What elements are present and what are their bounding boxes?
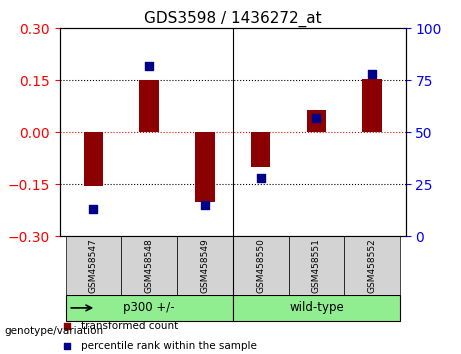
- Bar: [195, 132, 215, 202]
- FancyBboxPatch shape: [177, 236, 233, 295]
- FancyBboxPatch shape: [289, 236, 344, 295]
- Text: percentile rank within the sample: percentile rank within the sample: [81, 341, 257, 350]
- Text: p300 +/-: p300 +/-: [124, 301, 175, 314]
- Bar: [307, 110, 326, 132]
- Text: genotype/variation: genotype/variation: [5, 326, 104, 336]
- FancyBboxPatch shape: [344, 236, 400, 295]
- Text: GSM458552: GSM458552: [368, 238, 377, 293]
- FancyBboxPatch shape: [65, 236, 121, 295]
- FancyBboxPatch shape: [233, 295, 400, 321]
- Text: GSM458547: GSM458547: [89, 238, 98, 293]
- Text: wild-type: wild-type: [289, 301, 344, 314]
- Text: GSM458551: GSM458551: [312, 238, 321, 293]
- FancyBboxPatch shape: [121, 236, 177, 295]
- Text: GSM458550: GSM458550: [256, 238, 265, 293]
- Text: GSM458548: GSM458548: [145, 238, 154, 293]
- Text: GSM458549: GSM458549: [201, 238, 209, 293]
- FancyBboxPatch shape: [233, 236, 289, 295]
- Point: [63, 343, 71, 348]
- Point: [201, 202, 209, 208]
- Point: [257, 175, 264, 181]
- Bar: [251, 132, 271, 167]
- Title: GDS3598 / 1436272_at: GDS3598 / 1436272_at: [144, 11, 322, 27]
- Point: [368, 71, 376, 77]
- Point: [90, 206, 97, 212]
- Bar: [362, 79, 382, 132]
- FancyBboxPatch shape: [65, 295, 233, 321]
- Point: [146, 63, 153, 69]
- Bar: [83, 132, 103, 186]
- Bar: [139, 80, 159, 132]
- Text: transformed count: transformed count: [81, 321, 178, 331]
- Point: [313, 115, 320, 121]
- Point: [63, 324, 71, 329]
